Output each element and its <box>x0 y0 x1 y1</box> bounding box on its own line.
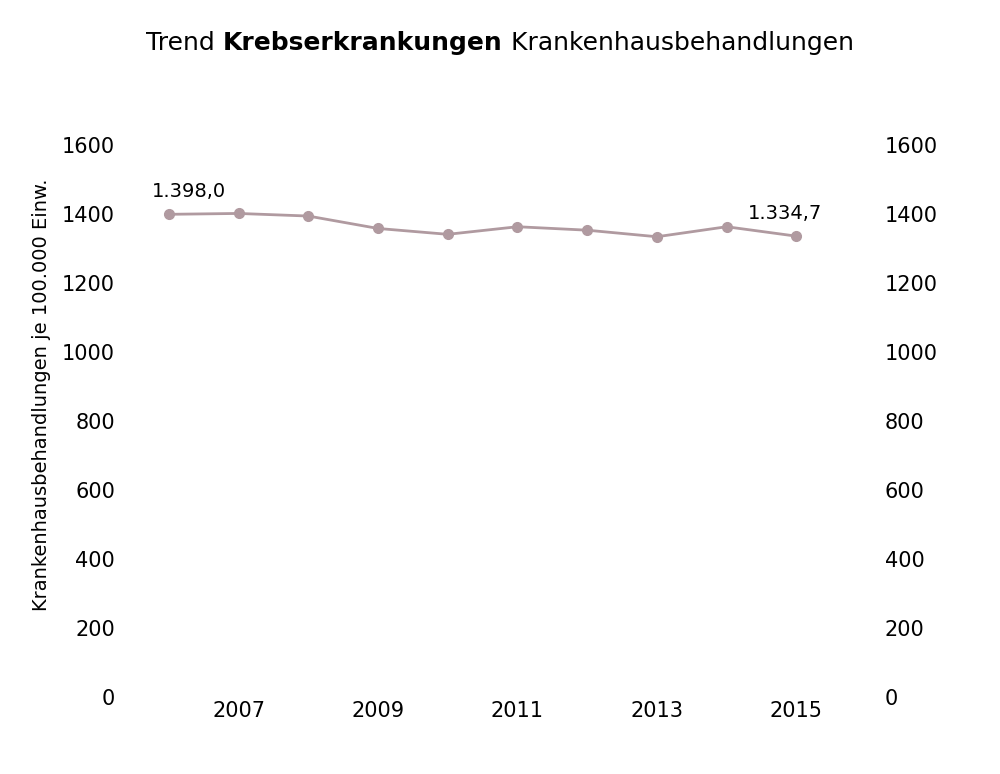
Text: Krankenhausbehandlungen: Krankenhausbehandlungen <box>503 31 854 55</box>
Y-axis label: Krankenhausbehandlungen je 100.000 Einw.: Krankenhausbehandlungen je 100.000 Einw. <box>32 179 51 611</box>
Text: 1.398,0: 1.398,0 <box>151 182 226 201</box>
Text: 1.334,7: 1.334,7 <box>748 204 822 223</box>
Text: Krebserkrankungen: Krebserkrankungen <box>223 31 503 55</box>
Text: Trend: Trend <box>146 31 223 55</box>
